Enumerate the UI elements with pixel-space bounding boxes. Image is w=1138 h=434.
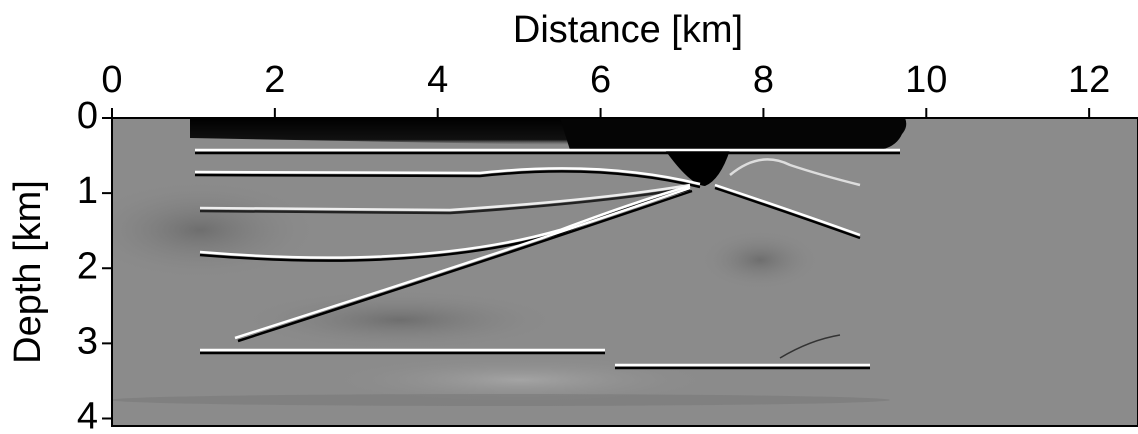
y-axis-label: Depth [km] (7, 180, 49, 364)
x-tick-label: 8 (753, 59, 774, 101)
x-tick-label: 2 (264, 59, 285, 101)
y-tick-label: 2 (77, 245, 98, 287)
x-tick-label: 12 (1068, 59, 1110, 101)
x-tick-label: 0 (101, 59, 122, 101)
x-tick-label: 10 (905, 59, 947, 101)
y-tick-label: 0 (77, 95, 98, 137)
seismic-image (80, 118, 1138, 426)
x-axis-label: Distance [km] (513, 9, 743, 51)
x-tick-label: 4 (427, 59, 448, 101)
y-tick-label: 4 (77, 396, 98, 429)
chart: Distance [km] Depth [km] 02468101201234 (0, 0, 1138, 429)
x-tick-label: 6 (590, 59, 611, 101)
y-tick-label: 1 (77, 170, 98, 212)
y-tick-label: 3 (77, 320, 98, 362)
